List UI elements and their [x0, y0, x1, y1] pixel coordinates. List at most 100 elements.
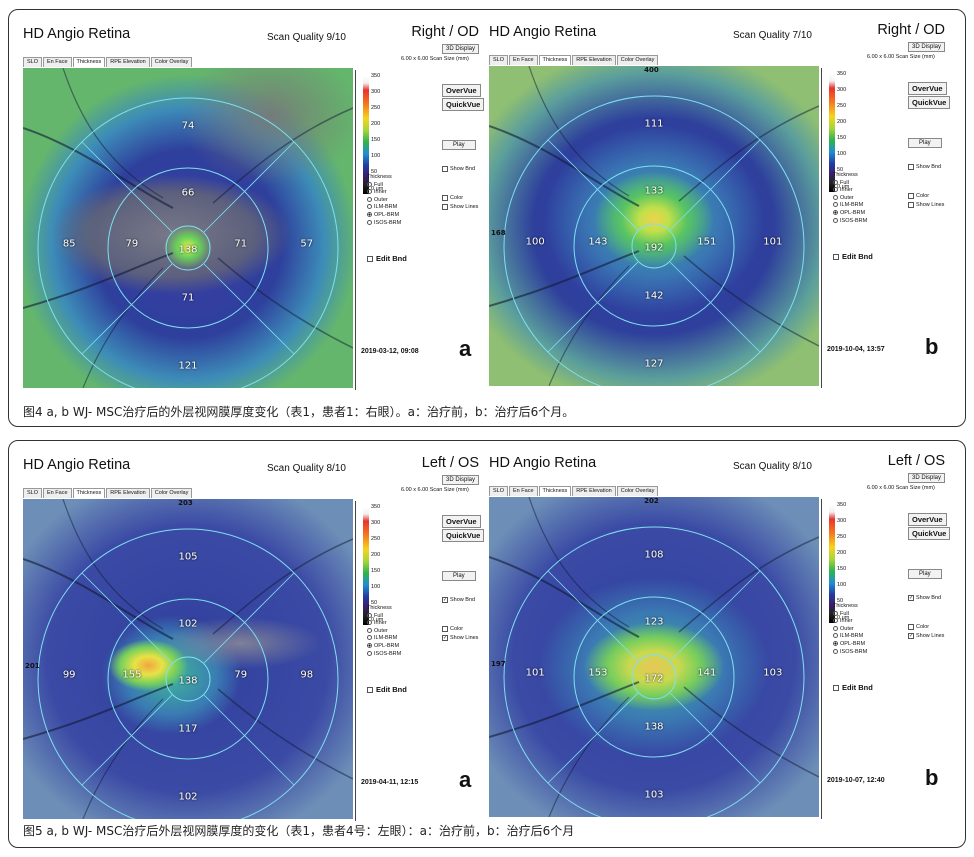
edit-bnd-checkbox[interactable]: Edit Bnd: [367, 685, 407, 694]
overvue-button[interactable]: OverVue: [442, 84, 481, 97]
tab-thickness[interactable]: Thickness: [538, 486, 572, 496]
option-isos-brm[interactable]: ISOS-BRM: [833, 218, 867, 226]
option-isos-brm[interactable]: ISOS-BRM: [367, 220, 401, 228]
checkbox-checked-icon: ✓: [908, 633, 914, 639]
radio-icon: [367, 189, 372, 195]
color-scale-bar: [363, 507, 369, 625]
radio-icon: [367, 204, 372, 210]
edit-bnd-checkbox[interactable]: Edit Bnd: [367, 254, 407, 263]
show-lines-checkbox[interactable]: ✓ Show Lines: [442, 635, 479, 641]
thickness-options: Thickness Full Inner Outer ILM-BRM OPL-B…: [833, 603, 867, 656]
sector-inner-bottom: 138: [644, 721, 664, 733]
tab-en-face[interactable]: En Face: [509, 55, 538, 65]
tab-rpe-elevation[interactable]: RPE Elevation: [106, 57, 150, 67]
play-button[interactable]: Play: [908, 138, 942, 148]
tab-color-overlay[interactable]: Color Overlay: [150, 488, 193, 498]
option-full[interactable]: Full: [833, 611, 867, 619]
option-opl-brm[interactable]: OPL-BRM: [367, 212, 401, 220]
scale-tick: 100: [837, 151, 847, 157]
edit-bnd-checkbox[interactable]: Edit Bnd: [833, 683, 873, 692]
etdrs-grid: [37, 528, 339, 819]
option-outer[interactable]: Outer: [367, 197, 401, 205]
color-checkbox[interactable]: Color: [442, 195, 463, 201]
tab-rpe-elevation[interactable]: RPE Elevation: [106, 488, 150, 498]
overvue-button[interactable]: OverVue: [908, 513, 947, 526]
sector-inner-right: 79: [234, 669, 248, 681]
tab-slo[interactable]: SLO: [489, 486, 509, 496]
option-ilm-brm[interactable]: ILM-BRM: [367, 204, 401, 212]
tab-slo[interactable]: SLO: [23, 57, 43, 67]
play-button[interactable]: Play: [908, 569, 942, 579]
tab-color-overlay[interactable]: Color Overlay: [616, 55, 659, 65]
option-inner[interactable]: Inner: [833, 618, 867, 626]
color-checkbox[interactable]: Color: [908, 624, 929, 630]
show-bnd-checkbox[interactable]: ✓ Show Bnd: [442, 597, 476, 603]
play-button[interactable]: Play: [442, 571, 476, 581]
quickvue-button[interactable]: QuickVue: [908, 96, 951, 109]
option-isos-brm[interactable]: ISOS-BRM: [367, 651, 401, 659]
option-ilm-brm[interactable]: ILM-BRM: [833, 633, 867, 641]
show-bnd-checkbox[interactable]: Show Bnd: [908, 164, 941, 170]
edit-bnd-checkbox[interactable]: Edit Bnd: [833, 252, 873, 261]
scale-slider-track[interactable]: [355, 70, 359, 390]
show-lines-checkbox[interactable]: Show Lines: [908, 202, 944, 208]
tab-slo[interactable]: SLO: [23, 488, 43, 498]
option-opl-brm[interactable]: OPL-BRM: [833, 641, 867, 649]
tab-thickness[interactable]: Thickness: [538, 55, 572, 65]
color-checkbox[interactable]: Color: [442, 626, 463, 632]
thickness-scale: 350 300 250 200 150 100 50 0 μm: [355, 70, 405, 390]
tab-rpe-elevation[interactable]: RPE Elevation: [572, 486, 616, 496]
3d-display-button[interactable]: 3D Display: [442, 44, 480, 54]
tab-en-face[interactable]: En Face: [43, 57, 72, 67]
quickvue-button[interactable]: QuickVue: [908, 527, 951, 540]
option-full[interactable]: Full: [367, 613, 401, 621]
3d-display-button[interactable]: 3D Display: [442, 475, 480, 485]
show-lines-checkbox[interactable]: ✓ Show Lines: [908, 633, 945, 639]
option-opl-brm[interactable]: OPL-BRM: [833, 210, 867, 218]
option-isos-brm[interactable]: ISOS-BRM: [833, 649, 867, 657]
tab-color-overlay[interactable]: Color Overlay: [616, 486, 659, 496]
option-full[interactable]: Full: [367, 182, 401, 190]
color-checkbox[interactable]: Color: [908, 193, 929, 199]
overvue-button[interactable]: OverVue: [442, 515, 481, 528]
tab-en-face[interactable]: En Face: [509, 486, 538, 496]
quickvue-button[interactable]: QuickVue: [442, 529, 485, 542]
option-ilm-brm[interactable]: ILM-BRM: [833, 202, 867, 210]
show-bnd-checkbox[interactable]: Show Bnd: [442, 166, 475, 172]
color-scale-bar: [363, 76, 369, 194]
tab-en-face[interactable]: En Face: [43, 488, 72, 498]
scan-date: 2019-10-07, 12:40: [827, 777, 885, 784]
option-outer[interactable]: Outer: [833, 195, 867, 203]
option-inner[interactable]: Inner: [833, 187, 867, 195]
scale-slider-track[interactable]: [821, 499, 825, 819]
3d-display-button[interactable]: 3D Display: [908, 473, 946, 483]
show-bnd-checkbox[interactable]: ✓ Show Bnd: [908, 595, 942, 601]
tab-thickness[interactable]: Thickness: [72, 57, 106, 67]
quickvue-button[interactable]: QuickVue: [442, 98, 485, 111]
3d-display-button[interactable]: 3D Display: [908, 42, 946, 52]
tab-rpe-elevation[interactable]: RPE Elevation: [572, 55, 616, 65]
option-outer[interactable]: Outer: [367, 628, 401, 636]
scale-tick: 200: [837, 550, 847, 556]
thickness-label: Thickness: [367, 174, 392, 180]
option-opl-brm[interactable]: OPL-BRM: [367, 643, 401, 651]
show-lines-checkbox[interactable]: Show Lines: [442, 204, 478, 210]
tab-color-overlay[interactable]: Color Overlay: [150, 57, 193, 67]
play-button[interactable]: Play: [442, 140, 476, 150]
option-outer[interactable]: Outer: [833, 626, 867, 634]
scale-slider-track[interactable]: [355, 501, 359, 821]
option-ilm-brm[interactable]: ILM-BRM: [367, 635, 401, 643]
scale-tick: 250: [837, 534, 847, 540]
scale-tick: 0 μm: [837, 615, 850, 621]
option-inner[interactable]: Inner: [367, 620, 401, 628]
scale-tick: 150: [371, 568, 381, 574]
scale-tick: 100: [837, 582, 847, 588]
option-inner[interactable]: Inner: [367, 189, 401, 197]
tab-slo[interactable]: SLO: [489, 55, 509, 65]
scale-slider-track[interactable]: [821, 68, 825, 388]
tab-thickness[interactable]: Thickness: [72, 488, 106, 498]
checkbox-icon: [367, 686, 373, 693]
option-full[interactable]: Full: [833, 180, 867, 188]
overvue-button[interactable]: OverVue: [908, 82, 947, 95]
view-tabs: SLO En Face Thickness RPE Elevation Colo…: [489, 486, 659, 496]
